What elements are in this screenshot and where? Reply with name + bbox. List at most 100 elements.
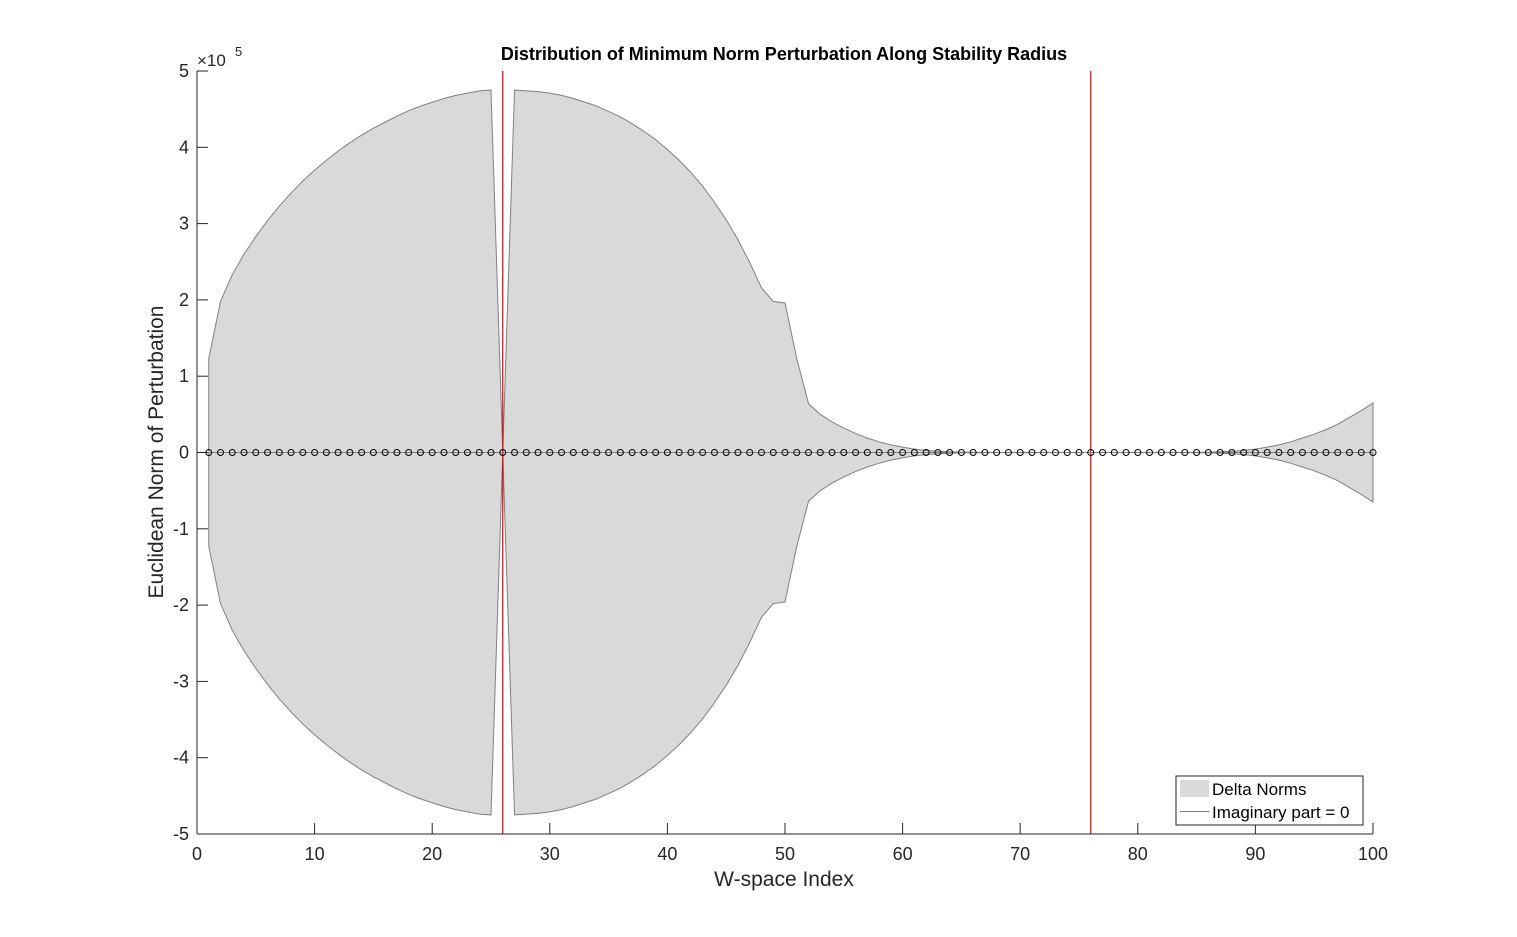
imaginary-part-marker [816, 449, 824, 456]
imaginary-part-marker [405, 449, 413, 456]
imaginary-part-marker [722, 449, 730, 456]
imaginary-part-marker [463, 449, 471, 456]
imaginary-part-marker [358, 449, 366, 456]
imaginary-part-marker [875, 449, 883, 456]
y-tick-label: 1 [179, 366, 189, 386]
imaginary-part-marker [1228, 449, 1236, 456]
imaginary-part-marker [499, 449, 507, 456]
imaginary-part-marker [393, 449, 401, 456]
imaginary-part-marker [1275, 449, 1283, 456]
imaginary-part-marker [663, 449, 671, 456]
y-tick-label: -1 [173, 519, 189, 539]
x-tick-label: 90 [1245, 844, 1265, 864]
imaginary-part-marker [769, 449, 777, 456]
imaginary-part-marker [228, 449, 236, 456]
imaginary-part-marker [628, 449, 636, 456]
x-tick-label: 80 [1128, 844, 1148, 864]
imaginary-part-marker [217, 449, 225, 456]
imaginary-part-marker [922, 449, 930, 456]
imaginary-part-marker [299, 449, 307, 456]
imaginary-part-marker [969, 449, 977, 456]
imaginary-part-marker [957, 449, 965, 456]
imaginary-part-marker [1134, 449, 1142, 456]
imaginary-part-marker [852, 449, 860, 456]
x-axis-label: W-space Index [714, 868, 854, 891]
imaginary-part-marker [1051, 449, 1059, 456]
imaginary-part-marker [981, 449, 989, 456]
imaginary-part-marker [381, 449, 389, 456]
imaginary-part-marker [275, 449, 283, 456]
imaginary-part-marker [734, 449, 742, 456]
imaginary-part-marker [1169, 449, 1177, 456]
imaginary-part-marker [428, 449, 436, 456]
x-tick-label: 100 [1358, 844, 1388, 864]
imaginary-part-marker [1110, 449, 1118, 456]
imaginary-part-marker [440, 449, 448, 456]
imaginary-part-marker [1040, 449, 1048, 456]
chart-title: Distribution of Minimum Norm Perturbatio… [501, 44, 1067, 64]
y-tick-label: 2 [179, 290, 189, 310]
imaginary-part-marker [757, 449, 765, 456]
y-axis-multiplier: ×10 5 [197, 44, 242, 70]
y-tick-label: -4 [173, 748, 189, 768]
imaginary-part-marker [581, 449, 589, 456]
imaginary-part-marker [828, 449, 836, 456]
imaginary-part-marker [710, 449, 718, 456]
imaginary-part-marker [781, 449, 789, 456]
imaginary-part-marker [475, 449, 483, 456]
imaginary-part-marker [616, 449, 624, 456]
imaginary-part-marker [416, 449, 424, 456]
imaginary-part-marker [240, 449, 248, 456]
zero-line-group [205, 449, 1377, 456]
imaginary-part-marker [558, 449, 566, 456]
imaginary-part-marker [369, 449, 377, 456]
imaginary-part-marker [675, 449, 683, 456]
y-tick-label: 5 [179, 61, 189, 81]
y-multiplier-exponent: 5 [235, 44, 242, 59]
x-tick-label: 40 [657, 844, 677, 864]
imaginary-part-marker [1251, 449, 1259, 456]
y-multiplier-base: ×10 [197, 51, 226, 70]
y-tick-label: -5 [173, 824, 189, 844]
imaginary-part-marker [793, 449, 801, 456]
imaginary-part-marker [993, 449, 1001, 456]
imaginary-part-marker [1016, 449, 1024, 456]
y-tick-label: 3 [179, 214, 189, 234]
imaginary-part-marker [946, 449, 954, 456]
imaginary-part-marker [534, 449, 542, 456]
imaginary-part-marker [569, 449, 577, 456]
imaginary-part-marker [1263, 449, 1271, 456]
imaginary-part-marker [1287, 449, 1295, 456]
imaginary-part-marker [287, 449, 295, 456]
imaginary-part-marker [1075, 449, 1083, 456]
imaginary-part-marker [1122, 449, 1130, 456]
imaginary-part-marker [1369, 449, 1377, 456]
imaginary-part-marker [840, 449, 848, 456]
imaginary-part-marker [1193, 449, 1201, 456]
y-tick-label: 0 [179, 443, 189, 463]
x-tick-label: 60 [893, 844, 913, 864]
imaginary-part-marker [1004, 449, 1012, 456]
imaginary-part-marker [1345, 449, 1353, 456]
imaginary-part-marker [511, 449, 519, 456]
imaginary-part-marker [1310, 449, 1318, 456]
imaginary-part-marker [863, 449, 871, 456]
imaginary-part-marker [1063, 449, 1071, 456]
imaginary-part-marker [699, 449, 707, 456]
imaginary-part-marker [652, 449, 660, 456]
imaginary-part-marker [593, 449, 601, 456]
x-tick-label: 10 [305, 844, 325, 864]
imaginary-part-marker [687, 449, 695, 456]
imaginary-part-marker [1240, 449, 1248, 456]
imaginary-part-marker [311, 449, 319, 456]
imaginary-part-marker [640, 449, 648, 456]
imaginary-part-marker [1181, 449, 1189, 456]
imaginary-part-marker [1334, 449, 1342, 456]
imaginary-part-marker [1298, 449, 1306, 456]
imaginary-part-marker [322, 449, 330, 456]
y-tick-label: -3 [173, 671, 189, 691]
imaginary-part-marker [1322, 449, 1330, 456]
legend-label-imaginary-part: Imaginary part = 0 [1212, 803, 1350, 822]
imaginary-part-marker [934, 449, 942, 456]
imaginary-part-marker [805, 449, 813, 456]
